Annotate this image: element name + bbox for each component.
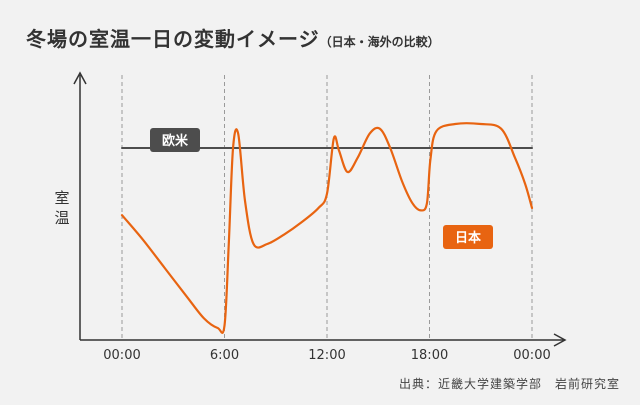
series-line-1 [120,122,534,334]
vertical-gridlines [121,75,533,340]
x-tick-label-4: 00:00 [513,348,550,363]
x-tick-label-1: 6:00 [210,348,239,363]
chart-title-sub: （日本・海外の比較） [319,35,440,49]
chart-title-main: 冬場の室温一日の変動イメージ [26,27,320,51]
series-label-bg-0 [150,128,200,152]
series-label-1: 日本 [455,230,481,246]
y-axis-arrow [73,71,87,85]
x-tick-label-3: 18:00 [411,348,448,363]
x-tick-labels: 00:00 6:00 12:00 18:00 00:00 [103,348,550,363]
chart-title: 冬場の室温一日の変動イメージ（日本・海外の比較） [26,23,440,52]
y-axis-label: 室温 [54,189,70,227]
source-credit: 出典：近畿大学建築学部 岩前研究室 [398,377,620,391]
series-label-0: 欧米 [162,133,189,149]
axes [73,71,567,347]
x-axis-arrow [553,333,567,347]
series-label-bg-1 [443,225,493,249]
x-tick-label-0: 00:00 [103,348,140,363]
x-tick-label-2: 12:00 [308,348,345,363]
